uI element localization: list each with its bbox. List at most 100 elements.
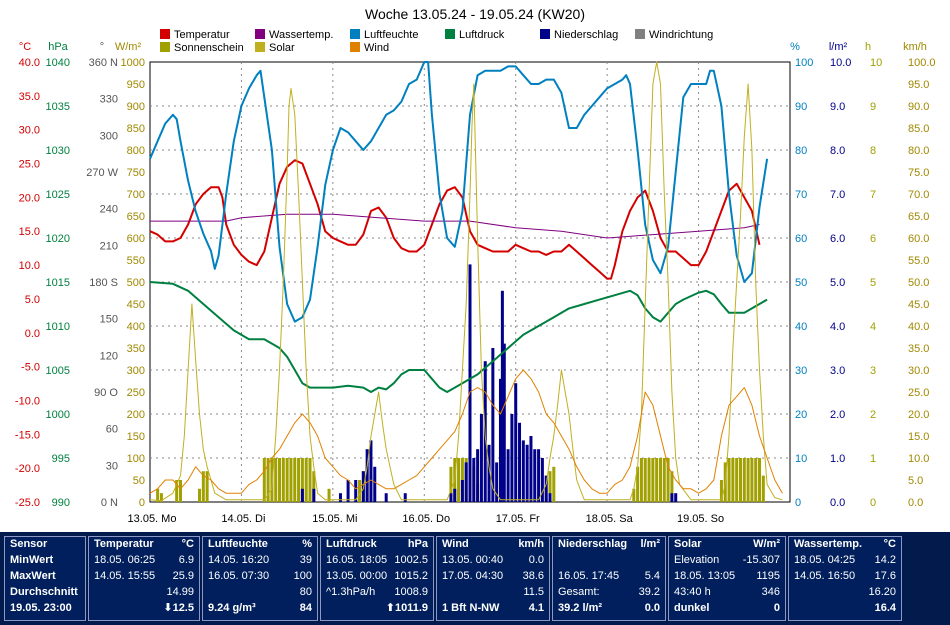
stat-value: ⬆1011.9: [385, 602, 428, 614]
stat-column: Luftfeuchte% 14.05. 16:20 39 16.05. 07:30 10…: [202, 536, 318, 621]
y-tick-label: 0: [870, 497, 876, 509]
rain-bar: [498, 378, 502, 502]
y-tick-label: 75.0: [908, 167, 929, 179]
stat-value: 39.2: [638, 586, 660, 598]
stat-row: 18.05. 06:25 6.9: [94, 553, 194, 568]
sunshine-bar: [632, 488, 636, 502]
sunshine-bar: [742, 458, 746, 502]
sunshine-bar: [281, 458, 285, 502]
stat-value: ⬇12.5: [163, 602, 194, 614]
stat-label: dunkel: [674, 602, 710, 614]
sunshine-bar: [738, 458, 742, 502]
y-tick-label: 30: [106, 460, 118, 472]
legend-item: Luftfeuchte: [350, 29, 418, 41]
stat-row: 16.05. 18:05 1002.5: [326, 553, 428, 568]
stat-row: Solar W/m²: [674, 537, 780, 552]
sunshine-bar: [358, 480, 362, 502]
sunshine-bar: [175, 480, 179, 502]
y-tick-label: 350: [127, 343, 145, 355]
y-tick-label: 40: [795, 321, 807, 333]
weather-chart: Woche 13.05.24 - 19.05.24 (KW20) Tempera…: [15, 6, 936, 525]
axis-unit-label: %: [790, 41, 800, 53]
stat-label: Luftfeuchte: [208, 538, 268, 550]
legend-item: Wind: [350, 42, 389, 54]
sunshine-bar: [297, 458, 301, 502]
y-tick-label: 650: [127, 211, 145, 223]
sunshine-bar: [308, 458, 312, 502]
y-tick-label: 5.0: [830, 277, 845, 289]
rain-bar: [518, 422, 522, 502]
sunshine-bar: [156, 488, 160, 502]
x-tick-label: 19.05. So: [677, 513, 724, 525]
sunshine-bar: [727, 458, 731, 502]
rain-bar: [300, 488, 304, 502]
y-tick-label: 8: [870, 145, 876, 157]
y-tick-label: 180 S: [89, 277, 118, 289]
y-tick-label: 9: [870, 101, 876, 113]
stat-label: Wind: [442, 538, 469, 550]
legend-label: Luftdruck: [459, 29, 505, 41]
stat-value: %: [302, 538, 312, 550]
axis-unit-label: hPa: [48, 41, 68, 53]
stat-column: Temperatur °C 18.05. 06:25 6.9 14.05. 15:55 2…: [88, 536, 200, 621]
series-line-solar: [149, 61, 783, 502]
legend-swatch: [540, 29, 550, 39]
y-tick-label: 1000: [46, 409, 70, 421]
y-tick-label: 330: [100, 94, 118, 106]
stat-row: 9.24 g/m³ 84: [208, 601, 312, 616]
stat-label: 17.05. 04:30: [442, 570, 504, 582]
stat-row: MinWert: [10, 553, 80, 568]
y-tick-label: 35.0: [19, 91, 40, 103]
y-tick-label: 7.0: [830, 189, 845, 201]
sunshine-bar: [655, 458, 659, 502]
stat-value: 14.99: [166, 586, 194, 598]
y-tick-label: 90: [795, 101, 807, 113]
sunshine-bar: [274, 458, 278, 502]
stat-label: MaxWert: [10, 570, 56, 582]
y-tick-label: 45.0: [908, 299, 929, 311]
legend-label: Wassertemp.: [269, 29, 333, 41]
legend-swatch: [635, 29, 645, 39]
y-tick-label: 1005: [46, 365, 70, 377]
y-tick-label: -15.0: [15, 429, 40, 441]
stat-label: 13.05. 00:40: [442, 554, 504, 566]
sunshine-bar: [636, 466, 640, 502]
stat-value: 0.0: [528, 554, 544, 566]
y-tick-label: 1: [870, 453, 876, 465]
y-tick-label: 5: [870, 277, 876, 289]
stat-row: Wind km/h: [442, 537, 544, 552]
rain-bar: [548, 493, 552, 502]
axis-unit-label: l/m²: [829, 41, 848, 53]
y-tick-label: 1025: [46, 189, 70, 201]
y-tick-label: 3.0: [830, 365, 845, 377]
y-tick-label: 0.0: [830, 497, 845, 509]
rain-bar: [312, 488, 316, 502]
stat-row: 17.05. 04:30 38.6: [442, 569, 544, 584]
y-tick-label: 700: [127, 189, 145, 201]
x-tick-label: 13.05. Mo: [128, 513, 177, 525]
stat-value: 84: [299, 602, 312, 614]
y-tick-label: 70.0: [908, 189, 929, 201]
y-tick-label: 8.0: [830, 145, 845, 157]
stat-column: Wassertemp. °C 18.05. 04:25 14.2 14.05. 16:5…: [788, 536, 902, 621]
sunshine-bar: [289, 458, 293, 502]
rain-bar: [525, 444, 529, 502]
legend-item: Niederschlag: [540, 29, 618, 41]
y-tick-label: 150: [100, 314, 118, 326]
y-tick-label: 6.0: [830, 233, 845, 245]
x-tick-label: 14.05. Di: [221, 513, 265, 525]
stat-value: 1195: [756, 570, 780, 582]
stat-value: 1008.9: [394, 586, 428, 598]
stat-row: Elevation -15.307: [674, 553, 780, 568]
legend-item: Sonnenschein: [160, 42, 244, 54]
stat-value: 17.6: [874, 570, 896, 582]
rain-bar: [373, 466, 377, 502]
y-tick-label: 10.0: [830, 57, 851, 69]
y-tick-label: 60: [106, 424, 118, 436]
rain-bar: [529, 436, 533, 502]
rain-bar: [533, 449, 537, 502]
sunshine-bar: [201, 471, 205, 502]
y-tick-label: 995: [52, 453, 70, 465]
legend-swatch: [160, 42, 170, 52]
stat-label: 14.05. 16:20: [208, 554, 270, 566]
